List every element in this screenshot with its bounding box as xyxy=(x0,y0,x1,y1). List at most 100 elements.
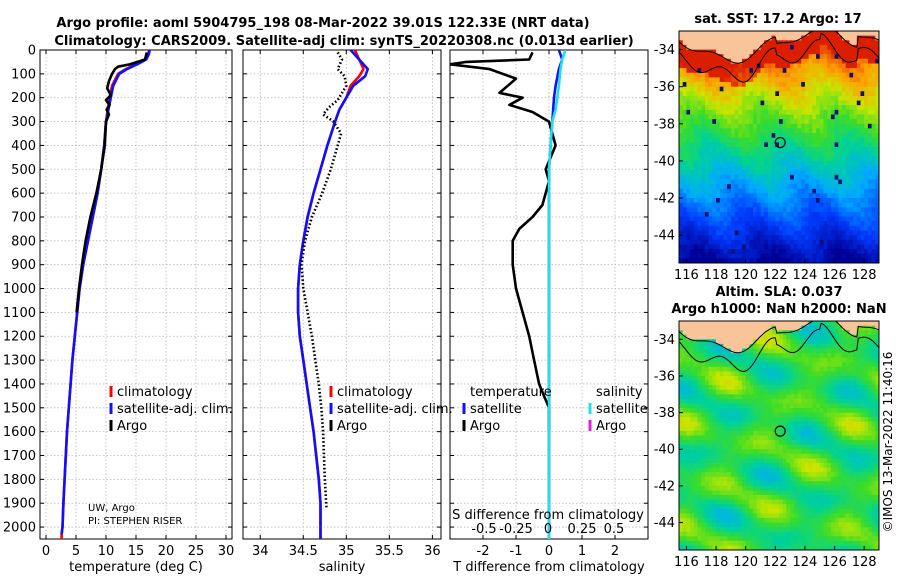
map-cell xyxy=(849,72,854,78)
map-cell xyxy=(775,91,780,97)
map-cell xyxy=(827,63,832,69)
map-cell xyxy=(745,170,750,176)
map-cell xyxy=(793,394,799,400)
map-cell xyxy=(786,258,791,263)
map-cell xyxy=(801,253,806,259)
map-cell xyxy=(712,403,717,409)
map-cell xyxy=(723,235,728,241)
map-cell xyxy=(753,147,758,153)
map-cell xyxy=(701,212,706,218)
map-cell xyxy=(804,77,810,83)
map-cell xyxy=(686,109,691,116)
map-cell xyxy=(708,481,713,487)
y-tick-label: -36 xyxy=(654,80,675,95)
map-cell xyxy=(790,357,795,363)
map-cell xyxy=(864,430,869,437)
map-cell xyxy=(842,258,847,263)
map-cell xyxy=(823,49,828,55)
map-cell xyxy=(864,458,869,464)
map-cell xyxy=(712,151,717,157)
map-cell xyxy=(849,91,854,97)
map-cell xyxy=(808,133,813,139)
map-cell xyxy=(801,249,806,255)
map-cell xyxy=(849,202,854,208)
map-cell xyxy=(723,412,728,418)
map-cell xyxy=(867,366,873,372)
map-cell xyxy=(730,458,736,464)
map-cell xyxy=(864,179,869,185)
map-cell xyxy=(764,394,769,400)
map-cell xyxy=(849,339,854,345)
map-cell xyxy=(745,184,750,190)
map-cell xyxy=(871,58,876,64)
map-cell xyxy=(819,339,824,345)
map-cell xyxy=(819,49,824,55)
map-cell xyxy=(793,165,799,171)
map-cell xyxy=(779,165,784,171)
map-cell xyxy=(775,394,780,400)
map-cell xyxy=(716,398,721,405)
map-cell xyxy=(712,440,717,446)
map-cell xyxy=(782,58,787,64)
map-cell xyxy=(742,239,747,245)
map-cell xyxy=(864,105,869,111)
map-cell xyxy=(842,394,847,400)
map-cell xyxy=(701,230,706,236)
map-cell xyxy=(808,160,813,167)
map-cell xyxy=(834,109,839,116)
map-cell xyxy=(823,357,828,363)
map-cell xyxy=(790,128,795,134)
map-cell xyxy=(853,249,858,255)
map-cell xyxy=(727,339,732,345)
map-cell xyxy=(842,458,847,464)
map-cell xyxy=(816,68,821,74)
map-cell xyxy=(771,371,776,377)
map-cell xyxy=(797,476,802,482)
map-cell xyxy=(860,137,865,143)
map-cell xyxy=(727,463,732,469)
map-cell xyxy=(867,472,873,478)
credit-text: UW, Argo xyxy=(88,503,135,514)
map-cell xyxy=(764,133,769,139)
map-cell xyxy=(823,408,828,414)
map-cell xyxy=(723,376,728,382)
map-cell xyxy=(727,394,732,400)
map-cell xyxy=(682,366,687,372)
map-cell xyxy=(849,40,854,46)
map-cell xyxy=(742,119,747,125)
map-cell xyxy=(693,174,699,180)
map-cell xyxy=(775,193,780,199)
map-cell xyxy=(771,244,776,250)
map-cell xyxy=(816,371,821,377)
map-cell xyxy=(756,77,762,83)
map-cell xyxy=(704,40,710,46)
map-cell xyxy=(830,325,836,331)
map-cell xyxy=(849,165,854,171)
map-cell xyxy=(753,44,758,51)
map-cell xyxy=(786,343,791,350)
map-cell xyxy=(753,179,758,185)
map-cell xyxy=(797,137,802,143)
map-cell xyxy=(860,385,865,391)
map-cell xyxy=(867,330,873,336)
map-cell xyxy=(701,412,706,418)
map-cell xyxy=(682,198,687,204)
map-cell xyxy=(775,385,780,391)
map-cell xyxy=(708,472,713,478)
map-cell xyxy=(693,212,699,218)
map-cell xyxy=(838,123,843,129)
map-cell xyxy=(845,174,850,180)
map-cell xyxy=(871,458,876,464)
map-cell xyxy=(730,170,736,176)
map-cell xyxy=(716,426,721,432)
map-cell xyxy=(767,258,773,263)
map-cell xyxy=(742,142,747,148)
map-cell xyxy=(771,44,776,51)
map-cell xyxy=(834,463,839,469)
map-cell xyxy=(804,467,810,473)
map-cell xyxy=(849,353,854,359)
map-cell xyxy=(849,249,854,255)
map-cell xyxy=(771,398,776,405)
map-cell xyxy=(867,467,873,473)
